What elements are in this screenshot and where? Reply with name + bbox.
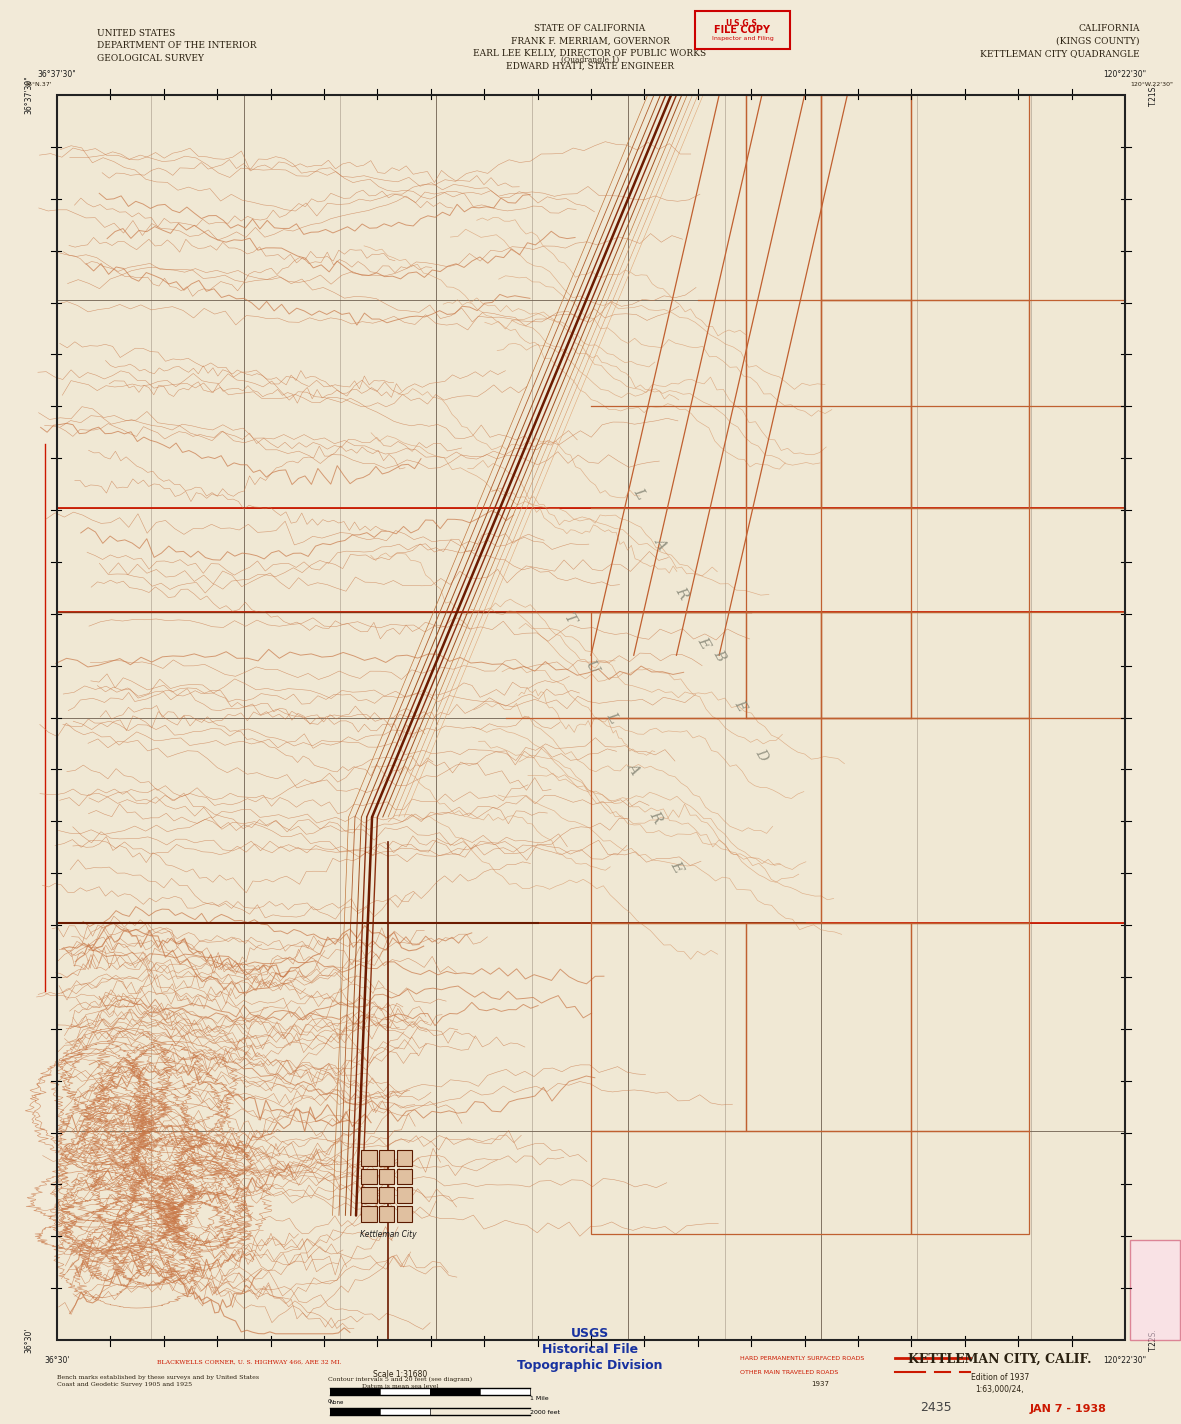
Text: FILE COPY: FILE COPY — [715, 26, 770, 36]
Text: U: U — [582, 659, 600, 676]
Bar — [590, 718, 821, 923]
Text: STATE OF CALIFORNIA
FRANK F. MERRIAM, GOVERNOR
EARL LEE KELLY, DIRECTOR OF PUBLI: STATE OF CALIFORNIA FRANK F. MERRIAM, GO… — [474, 24, 706, 71]
Text: 36°37'30": 36°37'30" — [38, 70, 77, 78]
Text: BLACKWELLS CORNER, U. S. HIGHWAY 466, ARE 32 MI.: BLACKWELLS CORNER, U. S. HIGHWAY 466, AR… — [157, 1360, 341, 1366]
Bar — [380, 1408, 430, 1415]
Text: HARD PERMANENTLY SURFACED ROADS: HARD PERMANENTLY SURFACED ROADS — [740, 1356, 864, 1360]
Bar — [361, 1206, 377, 1222]
Bar — [329, 1388, 380, 1396]
Text: None: None — [329, 1400, 345, 1405]
Bar — [329, 1408, 380, 1415]
Bar — [57, 95, 1125, 1340]
Bar — [912, 923, 1029, 1131]
Text: 36°N.37': 36°N.37' — [25, 83, 52, 87]
Text: 36°30': 36°30' — [44, 1356, 70, 1366]
Text: 36°30': 36°30' — [25, 1327, 33, 1353]
Text: 1:63,000/24,: 1:63,000/24, — [976, 1386, 1024, 1394]
Text: JAN 7 - 1938: JAN 7 - 1938 — [1030, 1404, 1107, 1414]
Text: 2000 feet: 2000 feet — [530, 1410, 560, 1414]
Bar — [746, 923, 912, 1131]
Text: L: L — [603, 709, 621, 725]
Bar — [380, 1388, 430, 1396]
Bar — [590, 612, 821, 718]
Text: E: E — [667, 859, 685, 876]
Text: A: A — [652, 535, 670, 551]
Text: 36°37'30": 36°37'30" — [25, 75, 33, 114]
Bar — [746, 95, 821, 508]
Bar — [397, 1188, 412, 1203]
Text: 120°W.22'30": 120°W.22'30" — [1130, 83, 1173, 87]
Bar — [821, 612, 1029, 718]
Text: R: R — [673, 584, 691, 601]
Bar — [361, 1188, 377, 1203]
Text: 1 Mile: 1 Mile — [530, 1397, 549, 1401]
Bar — [694, 11, 790, 48]
Text: OTHER MAIN TRAVELED ROADS: OTHER MAIN TRAVELED ROADS — [740, 1370, 839, 1374]
Text: Contour intervals 5 and 20 feet (see diagram)
Datum is mean sea level: Contour intervals 5 and 20 feet (see dia… — [328, 1377, 472, 1388]
Bar — [590, 1131, 912, 1235]
Bar — [397, 1206, 412, 1222]
Text: E: E — [694, 635, 712, 651]
Bar — [379, 1188, 394, 1203]
Text: D: D — [753, 746, 771, 763]
Text: 2435: 2435 — [920, 1401, 952, 1414]
Text: L: L — [631, 486, 647, 501]
Text: 120°22'30": 120°22'30" — [1103, 1356, 1147, 1366]
Text: B: B — [711, 648, 727, 664]
Text: T.21S.: T.21S. — [1148, 84, 1157, 107]
Bar — [821, 300, 912, 508]
Text: Bench marks established by these surveys and by United States
Coast and Geodetic: Bench marks established by these surveys… — [57, 1376, 259, 1387]
Text: 0: 0 — [328, 1398, 332, 1404]
Bar — [397, 1149, 412, 1166]
Text: E: E — [732, 698, 749, 713]
Text: Kettleman City: Kettleman City — [360, 1230, 417, 1239]
Text: Edition of 1937: Edition of 1937 — [971, 1373, 1029, 1383]
Bar — [821, 95, 912, 300]
Text: A: A — [625, 759, 642, 776]
Bar — [1130, 1240, 1180, 1340]
Text: Inspector and Filing: Inspector and Filing — [712, 36, 774, 41]
Text: Scale 1:31680: Scale 1:31680 — [373, 1370, 428, 1378]
Bar — [821, 718, 1029, 923]
Bar — [430, 1388, 479, 1396]
Bar — [912, 300, 1029, 508]
Bar — [912, 1131, 1029, 1235]
Bar — [590, 923, 746, 1131]
Bar — [379, 1169, 394, 1185]
Text: (Quadrangle 1): (Quadrangle 1) — [561, 56, 619, 64]
Text: USGS
Historical File
Topographic Division: USGS Historical File Topographic Divisio… — [517, 1327, 663, 1371]
Bar — [361, 1169, 377, 1185]
Bar — [397, 1169, 412, 1185]
Text: UNITED STATES
DEPARTMENT OF THE INTERIOR
GEOLOGICAL SURVEY: UNITED STATES DEPARTMENT OF THE INTERIOR… — [97, 28, 256, 63]
Text: T: T — [561, 609, 579, 625]
Bar — [379, 1149, 394, 1166]
Text: CALIFORNIA
(KINGS COUNTY)
KETTLEMAN CITY QUADRANGLE: CALIFORNIA (KINGS COUNTY) KETTLEMAN CITY… — [980, 24, 1140, 58]
Bar — [479, 1388, 530, 1396]
Bar — [746, 612, 912, 718]
Bar — [379, 1206, 394, 1222]
Text: KETTLEMAN CITY, CALIF.: KETTLEMAN CITY, CALIF. — [908, 1353, 1091, 1366]
Bar — [361, 1149, 377, 1166]
Text: 120°22'30": 120°22'30" — [1103, 70, 1147, 78]
Text: U.S.G.S.: U.S.G.S. — [725, 19, 759, 28]
Text: 1937: 1937 — [811, 1381, 829, 1387]
Text: R: R — [646, 809, 664, 826]
Bar — [57, 95, 1125, 1340]
Text: T.22S.: T.22S. — [1148, 1329, 1157, 1351]
